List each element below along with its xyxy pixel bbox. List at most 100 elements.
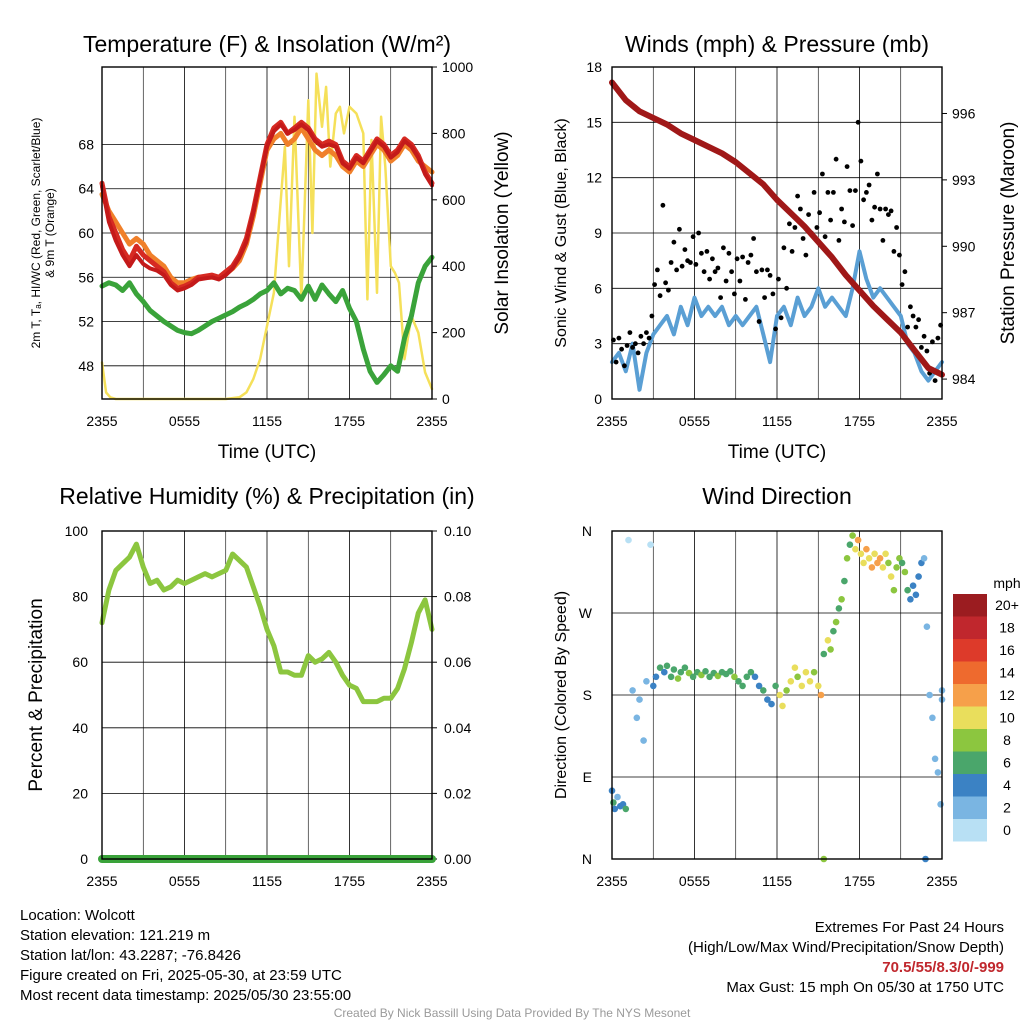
gust-point xyxy=(622,363,627,369)
legend-title: mph xyxy=(993,575,1020,591)
direction-point xyxy=(827,646,834,653)
direction-point xyxy=(841,577,848,585)
gust-point xyxy=(635,350,641,356)
gust-point xyxy=(688,260,693,265)
max-gust: Max Gust: 15 mph On 05/30 at 1750 UTC xyxy=(726,979,1004,996)
gust-point xyxy=(770,291,776,297)
direction-point xyxy=(835,605,843,612)
legend-swatch xyxy=(953,594,987,617)
gust-point xyxy=(806,212,811,218)
gust-point xyxy=(754,269,759,275)
legend-swatch xyxy=(953,616,987,639)
plot-frame xyxy=(611,530,943,860)
gust-point xyxy=(800,236,806,241)
gust-point xyxy=(710,256,715,262)
gust-point xyxy=(765,267,770,273)
gust-point xyxy=(839,206,844,212)
gust-point xyxy=(682,247,688,253)
legend-swatch xyxy=(953,819,987,842)
gust-point xyxy=(762,295,767,300)
gust-point xyxy=(792,225,798,230)
humidity-precipitation-chart: 2355 0555 1155 1755 2355 0 0.00 20 0.02 40 0.04 60 0… xyxy=(26,483,475,889)
gust-point xyxy=(820,171,825,177)
direction-point xyxy=(860,559,867,567)
pressure-line xyxy=(609,79,945,378)
y-tick-label: S xyxy=(583,687,592,703)
x-tick-label: 1155 xyxy=(252,873,282,889)
y-tick-label: 0 xyxy=(80,851,88,867)
legend-swatch xyxy=(953,661,987,684)
legend-swatch xyxy=(953,751,987,774)
legend-label: 16 xyxy=(999,642,1015,658)
heatindex-line xyxy=(100,122,434,293)
direction-point xyxy=(868,564,876,571)
direction-point xyxy=(898,559,906,567)
y-axis-label: Direction (Colored By Speed) xyxy=(553,591,570,799)
x-tick-label: 2355 xyxy=(416,413,447,429)
legend-swatch xyxy=(953,796,987,819)
gust-point xyxy=(759,267,765,273)
gust-point xyxy=(825,190,831,195)
y-right-tick-label: 0.00 xyxy=(444,851,471,867)
direction-point xyxy=(677,668,685,676)
gust-point xyxy=(767,273,773,278)
gust-point xyxy=(880,238,886,243)
legend-label: 8 xyxy=(1003,732,1011,748)
gust-point xyxy=(916,317,921,323)
y-tick-label: E xyxy=(583,769,592,785)
direction-point xyxy=(640,737,647,744)
direction-point xyxy=(843,555,851,562)
direction-point xyxy=(907,596,914,603)
direction-point xyxy=(887,573,895,580)
direction-point xyxy=(625,536,632,544)
gust-point xyxy=(748,252,754,258)
gust-point xyxy=(897,252,902,258)
gust-point xyxy=(630,345,635,350)
gust-point xyxy=(847,188,853,194)
gust-point xyxy=(817,210,822,216)
y-axis-label: Sonic Wind & Gust (Blue, Black) xyxy=(553,118,570,347)
direction-point xyxy=(885,559,892,567)
gust-point xyxy=(743,297,748,302)
direction-point xyxy=(739,682,746,690)
figure-created: Figure created on Fri, 2025-05-30, at 23… xyxy=(20,967,342,984)
y-axis-label-line2: & 9m T (Orange) xyxy=(43,188,57,278)
gust-point xyxy=(836,238,842,243)
extremes-summary: Extremes For Past 24 Hours (High/Low/Max… xyxy=(688,918,1004,998)
direction-point xyxy=(611,805,619,813)
direction-point xyxy=(670,666,678,673)
y-tick-label: 9 xyxy=(594,225,602,241)
gust-point xyxy=(704,249,710,254)
direction-point xyxy=(689,673,697,681)
gust-point xyxy=(899,282,905,287)
direction-point xyxy=(622,805,630,813)
gust-point xyxy=(781,245,787,251)
gust-point xyxy=(932,378,938,383)
y-tick-label: N xyxy=(582,523,592,539)
direction-point xyxy=(633,714,641,722)
y-right-axis-label: Solar Insolation (Yellow) xyxy=(492,131,513,334)
y-right-tick-label: 990 xyxy=(952,238,976,254)
gust-point xyxy=(624,343,630,348)
chart-title: Temperature (F) & Insolation (W/m²) xyxy=(83,31,451,57)
gust-point xyxy=(663,280,668,286)
gust-point xyxy=(905,324,910,330)
wind-line xyxy=(610,249,944,392)
gust-point xyxy=(696,230,701,236)
gust-point xyxy=(875,171,880,177)
plot-frame xyxy=(101,66,433,400)
direction-point xyxy=(636,696,643,703)
y-tick-label: 48 xyxy=(78,358,94,374)
y-right-axis-label: Station Pressure (Maroon) xyxy=(998,122,1019,345)
gust-point xyxy=(886,212,891,218)
x-tick-label: 2355 xyxy=(86,413,117,429)
direction-point xyxy=(920,555,928,562)
x-tick-label: 0555 xyxy=(169,873,200,889)
y-right-tick-label: 200 xyxy=(442,325,466,341)
direction-point xyxy=(923,623,931,630)
gust-point xyxy=(660,202,666,208)
legend-label: 12 xyxy=(999,687,1015,703)
gust-point xyxy=(712,269,718,275)
dewpoint-line xyxy=(99,254,435,385)
direction-point xyxy=(768,700,775,708)
